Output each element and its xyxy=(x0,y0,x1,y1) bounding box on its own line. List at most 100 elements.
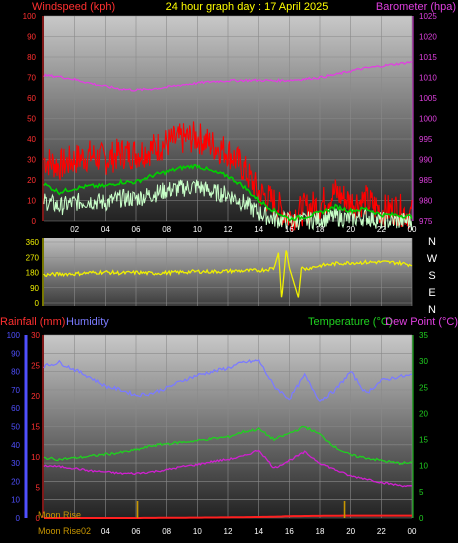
wind-direction-line xyxy=(43,250,413,298)
y-tick-label: 1025 xyxy=(419,12,437,21)
x-tick-label: 22 xyxy=(377,527,386,536)
y-tick-label: 40 xyxy=(27,135,36,144)
wind-min-line xyxy=(43,179,413,231)
x-tick-label: 12 xyxy=(224,225,233,234)
humidity-axis: 0 10 20 30 40 50 60 70 80 90 100 xyxy=(7,331,28,523)
y-tick-label: 50 xyxy=(11,423,20,432)
humidity-line xyxy=(43,359,412,402)
x-tick-label: 16 xyxy=(285,225,294,234)
x-tick-label: 16 xyxy=(285,527,294,536)
x-tick-label: 22 xyxy=(377,225,386,234)
moon-rise-axis-label: Moon Rise02 xyxy=(38,526,91,536)
y-tick-label: 20 xyxy=(11,477,20,486)
y-tick-label: 1000 xyxy=(419,115,437,124)
y-tick-label: 10 xyxy=(31,453,40,462)
y-tick-label: 0 xyxy=(16,514,21,523)
y-tick-label: 30 xyxy=(11,459,20,468)
humidity-axis-title: Humidity xyxy=(66,316,109,328)
compass-label: E xyxy=(428,287,435,299)
compass-label: N xyxy=(428,304,436,316)
y-tick-label: 980 xyxy=(419,197,433,206)
y-tick-label: 30 xyxy=(31,331,40,340)
y-tick-label: 25 xyxy=(31,362,40,371)
temperature-line xyxy=(43,425,413,466)
y-tick-label: 5 xyxy=(36,484,41,493)
panel-series xyxy=(43,250,413,298)
windspeed-axis: 0 10 20 30 40 50 60 70 80 90 100 xyxy=(23,12,44,226)
dewpoint-line xyxy=(43,449,413,488)
y-tick-label: 80 xyxy=(27,53,36,62)
x-tick-label: 00 xyxy=(408,527,417,536)
y-tick-label: 360 xyxy=(26,238,40,247)
y-tick-label: 90 xyxy=(27,33,36,42)
y-tick-label: 10 xyxy=(419,462,428,471)
y-tick-label: 50 xyxy=(27,115,36,124)
y-tick-label: 270 xyxy=(26,253,40,262)
x-tick-label: 12 xyxy=(224,527,233,536)
moon-rise-legend: Moon Rise xyxy=(38,510,81,520)
y-tick-label: 20 xyxy=(27,176,36,185)
windspeed-line xyxy=(43,121,413,232)
x-tick-label: 10 xyxy=(193,527,202,536)
x-tick-label: 20 xyxy=(346,527,355,536)
barometer-axis-title: Barometer (hpa) xyxy=(376,1,456,13)
compass-label: W xyxy=(427,253,438,265)
y-tick-label: 30 xyxy=(27,156,36,165)
x-tick-label: 20 xyxy=(346,225,355,234)
y-tick-label: 35 xyxy=(419,331,428,340)
x-tick-label: 14 xyxy=(254,225,263,234)
y-tick-label: 180 xyxy=(26,269,40,278)
direction-axis: 0 90 180 270 360 xyxy=(26,238,44,308)
y-tick-label: 70 xyxy=(11,386,20,395)
y-tick-label: 60 xyxy=(27,94,36,103)
barometer-axis: 975 980 985 990 995 1000 1005 1010 1015 1020 1025 xyxy=(412,12,437,226)
y-tick-label: 1010 xyxy=(419,74,437,83)
y-tick-label: 20 xyxy=(31,392,40,401)
x-tick-label: 08 xyxy=(162,527,171,536)
rainfall-axis: 0 5 10 15 20 25 30 xyxy=(31,331,44,523)
y-tick-label: 0 xyxy=(32,217,37,226)
y-tick-label: 25 xyxy=(419,383,428,392)
y-tick-label: 30 xyxy=(419,357,428,366)
y-tick-label: 15 xyxy=(419,436,428,445)
y-tick-label: 15 xyxy=(31,423,40,432)
x-tick-label: 18 xyxy=(316,225,325,234)
windspeed-axis-title: Windspeed (kph) xyxy=(32,1,115,13)
time-axis: 02 04 06 08 10 12 14 16 18 20 22 00 xyxy=(70,225,417,234)
y-tick-label: 100 xyxy=(23,12,37,21)
y-tick-label: 1020 xyxy=(419,33,437,42)
y-tick-label: 70 xyxy=(27,74,36,83)
x-tick-label: 14 xyxy=(254,527,263,536)
panel-grid xyxy=(44,15,413,222)
barometer-line xyxy=(43,61,413,92)
y-tick-label: 90 xyxy=(30,284,39,293)
rainfall-axis-title: Rainfall (mm) xyxy=(0,316,65,328)
compass-label: N xyxy=(428,236,436,248)
y-tick-label: 5 xyxy=(419,488,424,497)
panel-grid xyxy=(44,238,413,306)
temperature-axis-title: Temperature (°C) xyxy=(308,316,392,328)
y-tick-label: 0 xyxy=(419,514,424,523)
panel-grid xyxy=(44,334,413,519)
x-tick-label: 08 xyxy=(162,225,171,234)
average-wind-line xyxy=(43,163,413,222)
x-tick-label: 18 xyxy=(316,527,325,536)
dewpoint-axis-title: Dew Point (°C) xyxy=(385,316,458,328)
y-tick-label: 990 xyxy=(419,156,433,165)
y-tick-label: 20 xyxy=(419,409,428,418)
y-tick-label: 80 xyxy=(11,368,20,377)
y-tick-label: 1005 xyxy=(419,94,437,103)
y-tick-label: 100 xyxy=(7,331,21,340)
temp-humidity-rain-panel: 0 10 20 30 40 50 60 70 80 90 100 0 5 10 15 20 25 30 0 5 10… xyxy=(7,331,429,536)
y-tick-label: 995 xyxy=(419,135,433,144)
rainfall-line xyxy=(44,514,412,519)
panel-series xyxy=(43,61,413,232)
temperature-axis: 0 5 10 15 20 25 30 35 xyxy=(412,331,428,523)
panel-series xyxy=(43,359,413,519)
x-tick-label: 00 xyxy=(408,225,417,234)
y-tick-label: 985 xyxy=(419,176,433,185)
x-tick-label: 06 xyxy=(132,225,141,234)
